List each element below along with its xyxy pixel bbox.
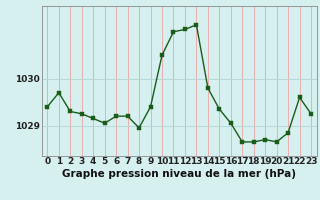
X-axis label: Graphe pression niveau de la mer (hPa): Graphe pression niveau de la mer (hPa) <box>62 169 296 179</box>
